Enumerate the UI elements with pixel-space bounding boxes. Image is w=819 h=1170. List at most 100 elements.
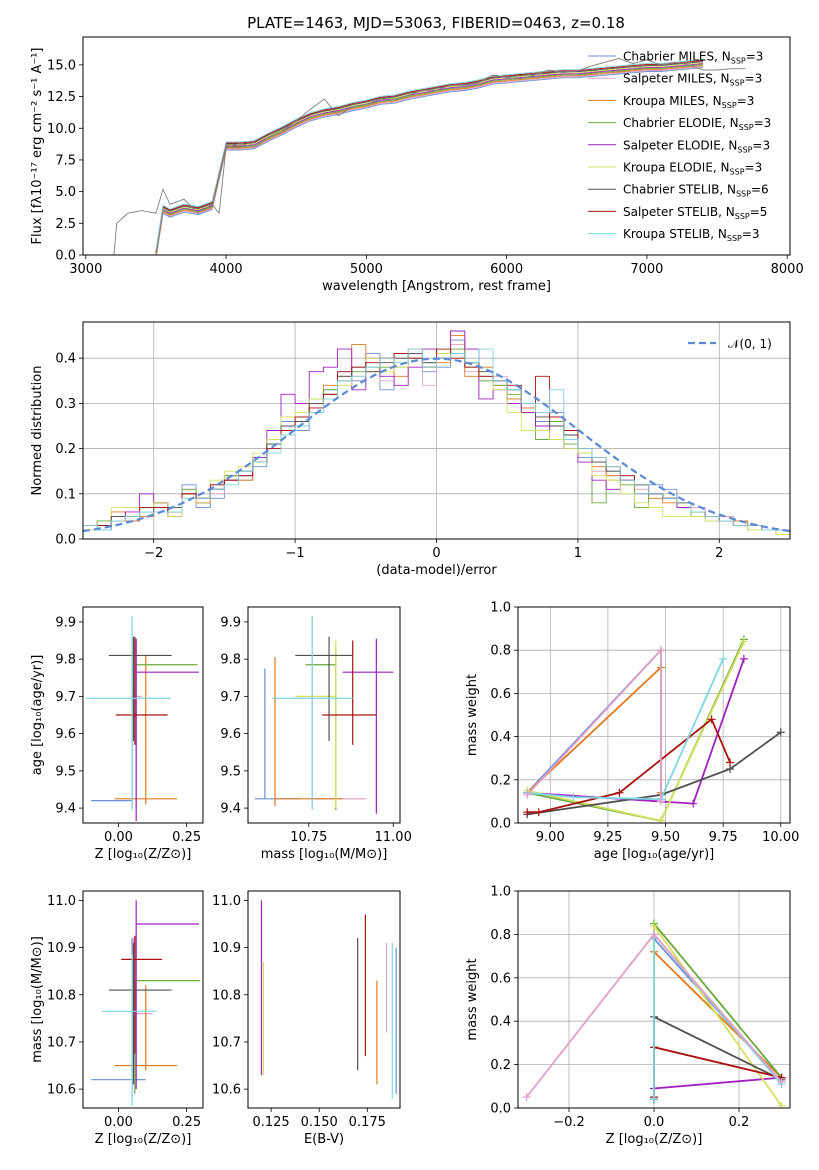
weight-vs-age-marker-3-1 [689, 799, 698, 808]
spectrum-legend-label-4: Salpeter ELODIE, NSSP=3 [623, 138, 770, 154]
age-vs-Z-panel: 0.00 0.25 9.4 9.5 9.6 9.7 9.8 9.9 Z [log₁₀(Z/Z⊙)… [30, 606, 204, 862]
weight-vs-Z-series-4 [653, 922, 783, 1107]
spectrum-xtick-label-4: 7000 [630, 262, 663, 277]
age-vs-Z-xlabel: Z [log₁₀(Z/Z⊙)] [95, 847, 192, 862]
weight-vs-age-plot-area [518, 607, 790, 823]
weight-vs-Z-plot-area [518, 891, 790, 1108]
weight-vs-Z-ytick-label-3: 0.6 [490, 971, 511, 986]
residuals-ytick-label-4: 0.4 [55, 352, 76, 367]
mass-vs-EBV-xlabel: E(B-V) [304, 1132, 344, 1147]
mass-vs-EBV-xtick-label-0: 0.125 [252, 1115, 289, 1130]
spectrum-legend-label-6: Chabrier STELIB, NSSP=6 [623, 183, 769, 199]
weight-vs-Z-xtick-label-2: 0.2 [729, 1115, 750, 1130]
weight-vs-age-marker-8-0 [523, 790, 532, 799]
weight-vs-age-marker-6-3 [707, 715, 716, 724]
spectrum-xtick-label-2: 5000 [350, 262, 383, 277]
spectrum-legend-label-2: Kroupa MILES, NSSP=3 [623, 94, 754, 110]
mass-vs-Z-xlabel: Z [log₁₀(Z/Z⊙)] [95, 1132, 192, 1147]
residuals-ytick-label-0: 0.0 [55, 533, 76, 548]
age-vs-Z-xtick-label-0: 0.00 [104, 830, 133, 845]
mass-vs-Z-ytick-label-2: 10.8 [47, 988, 76, 1003]
weight-vs-age-series-5 [527, 731, 782, 816]
age-vs-Z-ytick-label-4: 9.8 [55, 653, 76, 668]
spectrum-xlabel: wavelength [Angstrom, rest frame] [322, 279, 551, 294]
spectrum-plot-area [113, 58, 746, 255]
weight-vs-Z-marker-4-1 [650, 921, 658, 930]
weight-vs-Z-marker-8-1 [650, 930, 658, 939]
figure-title: PLATE=1463, MJD=53063, FIBERID=0463, z=0… [247, 14, 625, 32]
spectrum-legend-label-8: Kroupa STELIB, NSSP=3 [623, 227, 760, 243]
age-vs-mass-plot-area [254, 616, 394, 814]
weight-vs-age-xtick-label-0: 9.00 [536, 830, 565, 845]
spectrum-ytick-label-1: 2.5 [55, 217, 76, 232]
weight-vs-age-marker-8-2 [656, 797, 665, 806]
spectrum-model-1 [155, 66, 704, 255]
age-vs-Z-xtick-label-1: 0.25 [172, 830, 201, 845]
mass-vs-Z-panel: 0.00 0.25 10.6 10.7 10.8 10.9 11.0 Z [log₁₀(Z/Z… [30, 890, 204, 1147]
spectrum-legend-label-1: Salpeter MILES, NSSP=3 [623, 72, 762, 88]
residuals-panel: −2 −1 0 1 2 0.0 0.1 0.2 0.3 0.4 (data-model)/error… [30, 321, 791, 578]
spectrum-legend-label-3: Chabrier ELODIE, NSSP=3 [623, 116, 771, 132]
age-vs-mass-frame [247, 606, 401, 824]
spectrum-ytick-label-4: 10.0 [47, 122, 76, 137]
weight-vs-Z-xlabel: Z [log₁₀(Z/Z⊙)] [606, 1132, 703, 1147]
spectrum-xtick-label-5: 8000 [771, 262, 804, 277]
weight-vs-age-marker-7-1 [569, 793, 578, 802]
weight-vs-Z-marker-8-2 [777, 1077, 786, 1086]
age-vs-mass-ytick-label-3: 9.7 [220, 690, 241, 705]
mass-vs-EBV-xtick-label-2: 0.175 [349, 1115, 386, 1130]
residuals-plot-area [83, 322, 790, 539]
spectrum-xtick-label-1: 4000 [210, 262, 243, 277]
residuals-ytick-label-2: 0.2 [55, 442, 76, 457]
weight-vs-age-ytick-label-5: 1.0 [490, 601, 511, 616]
mass-vs-Z-xtick-label-1: 0.25 [172, 1115, 201, 1130]
mass-vs-EBV-plot-area [260, 900, 397, 1099]
mass-vs-Z-frame [82, 890, 204, 1109]
mass-vs-EBV-panel: 0.125 0.150 0.175 10.6 10.7 10.8 10.9 11.0 E(B-V… [212, 890, 401, 1147]
spectrum-panel: 3000 4000 5000 6000 7000 8000 0.0 2.5 5.0 7.5 10.0… [30, 36, 804, 294]
weight-vs-age-frame [517, 606, 791, 824]
weight-vs-age-marker-8-1 [656, 646, 665, 655]
weight-vs-Z-series-3 [653, 1076, 782, 1100]
spectrum-ylabel: Flux [fλ10⁻¹⁷ erg cm⁻² s⁻¹ A⁻¹] [30, 48, 45, 245]
weight-vs-age-marker-6-2 [615, 788, 624, 797]
weight-vs-age-marker-4-1 [656, 816, 665, 823]
weight-vs-age-ytick-label-3: 0.6 [490, 687, 511, 702]
weight-vs-Z-marker-4-2 [777, 1101, 786, 1108]
weight-vs-age-marker-7-3 [719, 654, 728, 663]
weight-vs-age-xtick-label-3: 9.75 [709, 830, 738, 845]
spectrum-model-8 [155, 59, 704, 251]
mass-vs-EBV-ytick-label-2: 10.8 [212, 988, 241, 1003]
spectrum-legend-label-5: Kroupa ELODIE, NSSP=3 [623, 161, 762, 177]
weight-vs-age-xtick-label-4: 10.00 [762, 830, 799, 845]
residuals-xtick-label-1: −1 [286, 546, 305, 561]
spectrum-ytick-label-5: 12.5 [47, 90, 76, 105]
weight-vs-age-ytick-label-4: 0.8 [490, 644, 511, 659]
weight-vs-Z-ytick-label-5: 1.0 [490, 885, 511, 900]
weight-vs-age-series-8 [526, 647, 662, 802]
weight-vs-Z-ytick-label-4: 0.8 [490, 928, 511, 943]
residuals-ytick-label-1: 0.1 [55, 487, 76, 502]
age-vs-Z-frame [82, 606, 204, 824]
weight-vs-Z-marker-8-0 [522, 1093, 531, 1102]
spectrum-ytick-label-3: 7.5 [55, 153, 76, 168]
weight-vs-Z-ylabel: mass weight [465, 958, 480, 1040]
age-vs-mass-xtick-label-1: 11.00 [375, 830, 412, 845]
mass-vs-Z-ytick-label-0: 10.6 [47, 1083, 76, 1098]
weight-vs-age-panel: 9.00 9.25 9.50 9.75 10.00 0.0 0.2 0.4 0.6 0.8 1.0 a… [465, 601, 799, 863]
weight-vs-Z-panel: −0.2 0.0 0.2 0.0 0.2 0.4 0.6 0.8 1.0 Z [log₁₀(Z/Z… [465, 885, 791, 1147]
mass-vs-Z-plot-area [91, 900, 201, 1106]
weight-vs-Z-frame [517, 890, 791, 1109]
weight-vs-Z-xtick-label-1: 0.0 [644, 1115, 665, 1130]
mass-vs-EBV-xtick-label-1: 0.150 [301, 1115, 338, 1130]
residuals-ylabel: Normed distribution [30, 366, 45, 496]
spectrum-model-0 [156, 67, 704, 255]
weight-vs-age-series-4 [527, 641, 745, 822]
weight-vs-Z-ytick-label-2: 0.4 [490, 1015, 511, 1030]
spectrum-model-6 [155, 61, 704, 254]
spectrum-model-4 [155, 63, 704, 255]
mass-vs-EBV-ytick-label-1: 10.7 [212, 1035, 241, 1050]
weight-vs-Z-ytick-label-0: 0.0 [490, 1102, 511, 1117]
spectrum-frame [82, 36, 791, 256]
